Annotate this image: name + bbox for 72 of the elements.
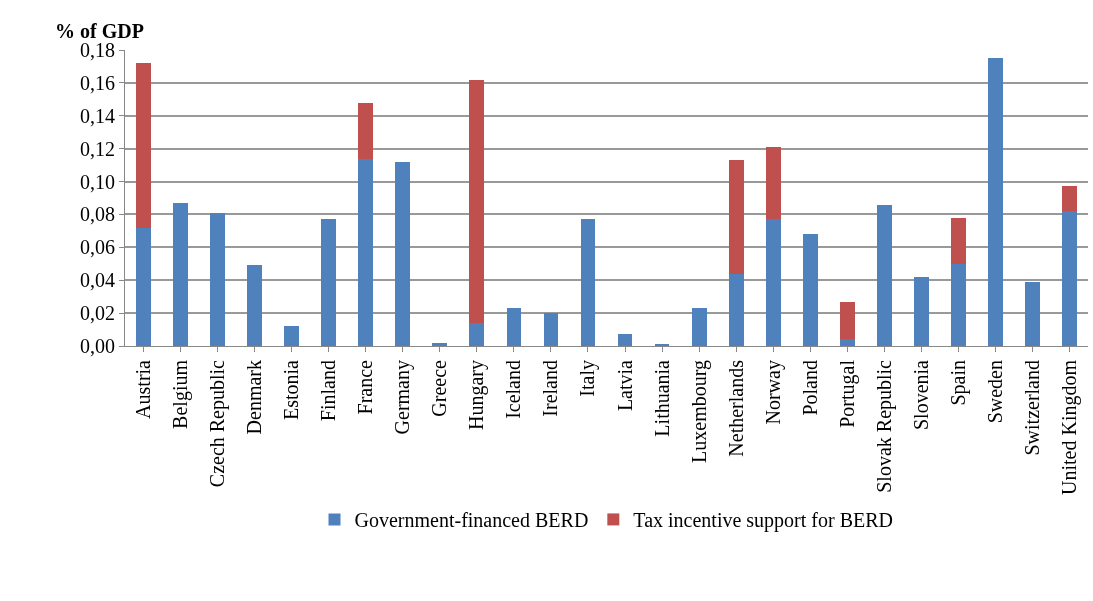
x-tick-label: Luxembourg	[687, 360, 711, 463]
bar	[728, 160, 744, 274]
x-tick-label: Poland	[798, 360, 821, 416]
bar	[432, 342, 448, 346]
bar	[839, 339, 855, 346]
y-tick-label: 0,04	[80, 269, 115, 292]
bar	[839, 301, 855, 340]
y-tick-label: 0,14	[80, 104, 115, 127]
bar	[469, 322, 485, 346]
x-tick-label: Netherlands	[724, 359, 747, 457]
y-tick-label: 0,18	[80, 39, 115, 61]
bar	[247, 265, 263, 346]
x-tick-label: Slovenia	[909, 359, 932, 430]
y-tick-label: 0,02	[80, 302, 115, 325]
y-tick-label: 0,08	[80, 203, 115, 226]
bar	[358, 158, 374, 346]
x-tick-label: Ireland	[539, 360, 562, 417]
bar	[136, 227, 151, 346]
x-tick-label: Denmark	[243, 360, 266, 435]
x-tick-label: Greece	[428, 359, 451, 417]
bar	[543, 313, 559, 346]
x-tick-label: Sweden	[983, 360, 1006, 424]
x-tick-label: Iceland	[502, 360, 525, 419]
x-tick-label: Austria	[132, 359, 155, 419]
y-tick-label: 0,00	[80, 335, 115, 357]
x-tick-label: Germany	[391, 360, 415, 435]
legend-label: Government-financed BERD	[354, 509, 589, 532]
bar	[506, 308, 522, 346]
bar	[950, 263, 966, 346]
bar	[210, 212, 225, 346]
bar	[728, 273, 744, 346]
bar	[876, 204, 892, 346]
y-tick-label: 0,06	[80, 236, 115, 259]
bar	[136, 63, 151, 228]
x-tick-label: Slovak Republic	[872, 359, 896, 493]
bar	[1062, 186, 1077, 212]
x-tick-label: France	[354, 359, 377, 415]
bar	[988, 58, 1003, 346]
x-tick-label: Latvia	[613, 359, 636, 412]
x-tick-label: United Kingdom	[1057, 359, 1081, 495]
x-tick-label: Finland	[317, 360, 340, 422]
x-tick-label: Lithuania	[650, 359, 673, 437]
bar	[691, 308, 707, 346]
bar	[765, 219, 781, 346]
x-tick-label: Spain	[946, 360, 970, 406]
bar	[284, 326, 300, 346]
x-tick-label: Switzerland	[1020, 360, 1043, 456]
bar	[950, 217, 966, 264]
y-tick-label: 0,12	[80, 137, 115, 160]
x-tick-label: Czech Republic	[206, 359, 230, 488]
bar	[395, 161, 411, 346]
bar	[1025, 281, 1040, 346]
bar	[765, 147, 781, 220]
x-tick-label: Portugal	[835, 359, 859, 428]
legend-label: Tax incentive support for BERD	[633, 509, 893, 533]
x-tick-label: Italy	[576, 360, 600, 397]
bar	[469, 79, 485, 323]
y-tick-label: 0,10	[80, 170, 115, 193]
bar	[1062, 211, 1077, 346]
x-tick-label: Norway	[761, 360, 785, 425]
y-axis-title: % of GDP	[55, 20, 144, 42]
x-tick-label: Belgium	[169, 359, 193, 429]
bar	[321, 219, 337, 346]
bar	[913, 276, 929, 346]
bar	[617, 334, 633, 346]
x-tick-label: Hungary	[465, 360, 489, 430]
x-tick-label: Estonia	[280, 359, 303, 420]
bar	[358, 102, 374, 159]
bar	[802, 234, 818, 346]
bar	[173, 202, 188, 346]
y-tick-label: 0,16	[80, 71, 115, 94]
bar	[580, 219, 596, 346]
